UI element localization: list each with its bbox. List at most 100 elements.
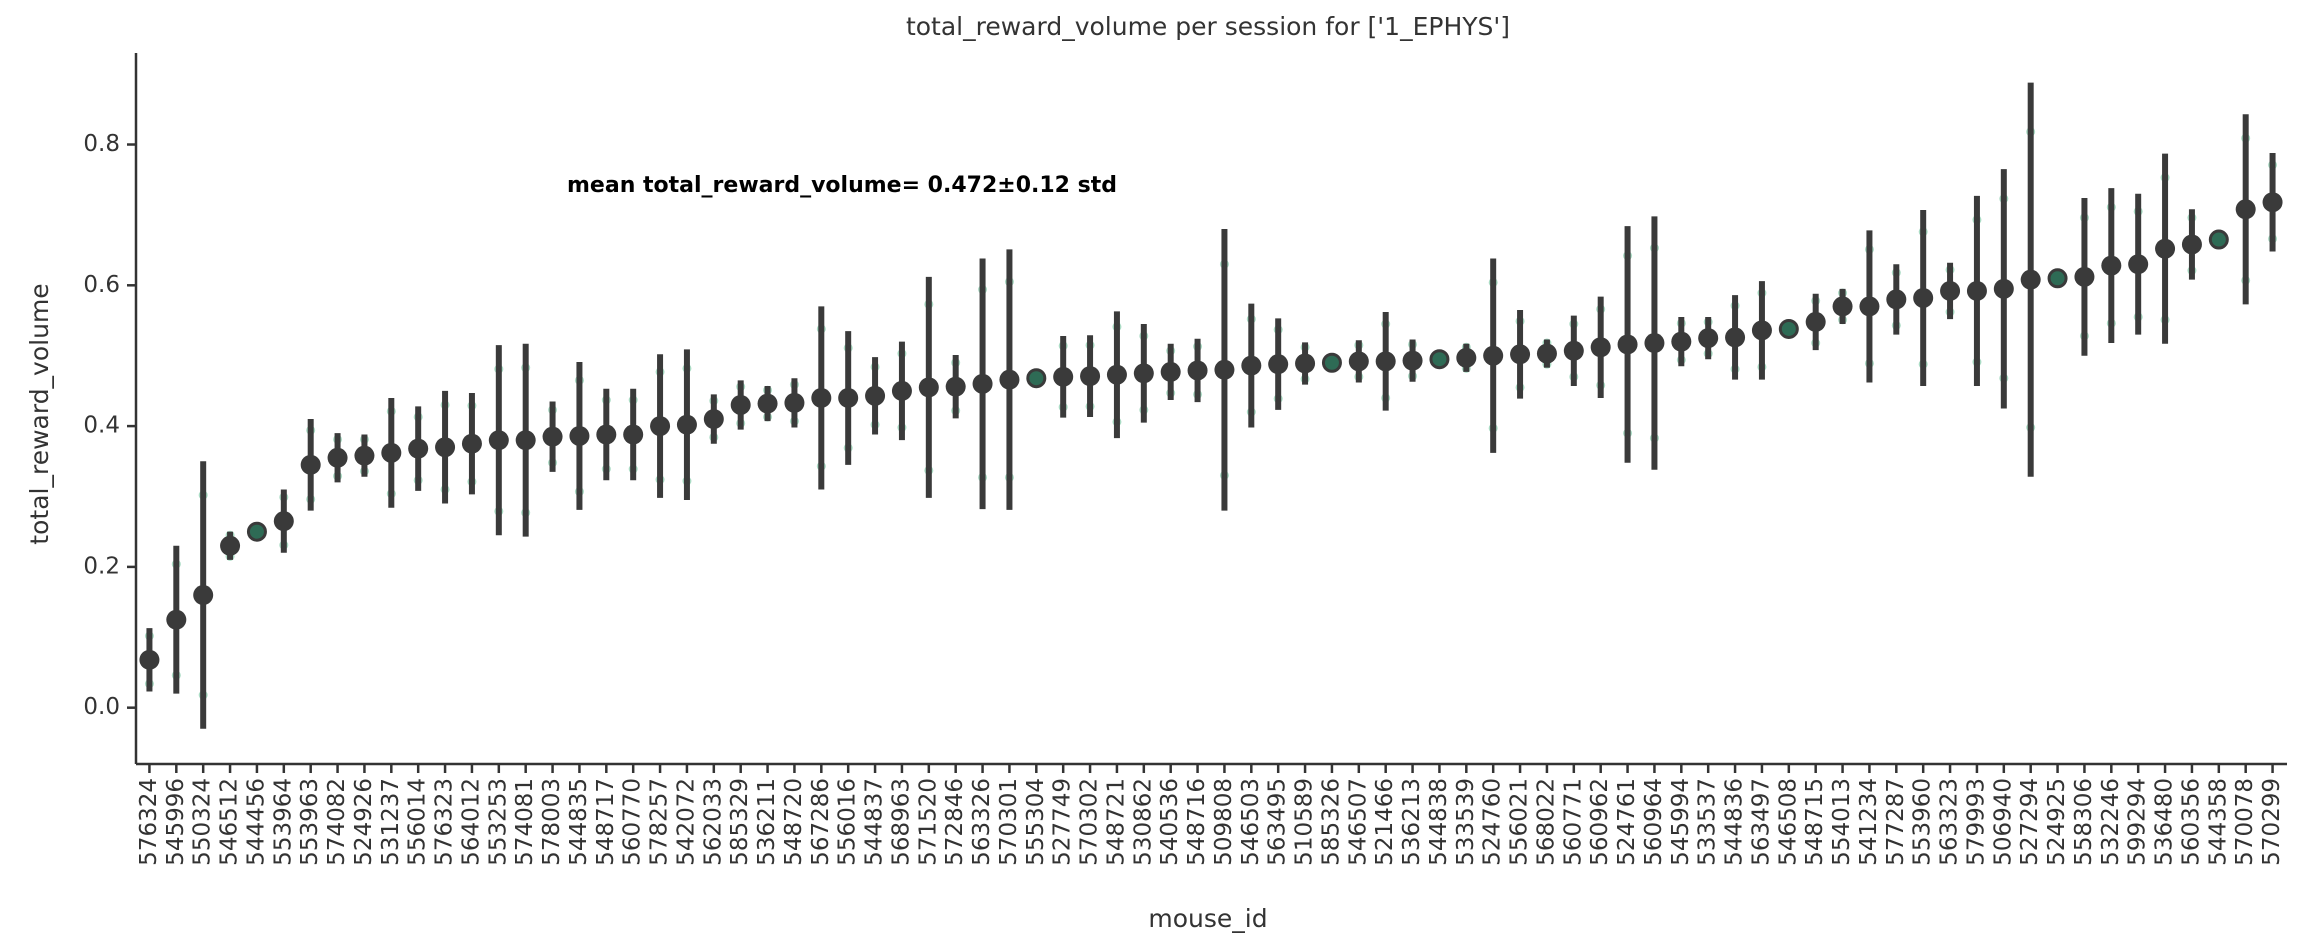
x-tick-label: 576323 xyxy=(432,778,458,866)
x-tick-label: 530862 xyxy=(1130,778,1156,866)
x-tick-label: 568963 xyxy=(888,778,914,866)
mean-point xyxy=(1778,318,1799,339)
mean-point xyxy=(623,424,644,445)
x-tick-label: 570078 xyxy=(2232,778,2258,866)
mean-point xyxy=(757,393,778,414)
x-tick-label: 563497 xyxy=(1748,778,1774,866)
x-tick-label: 536213 xyxy=(1399,778,1425,866)
x-tick-label: 556014 xyxy=(405,778,431,866)
x-tick-label: 544456 xyxy=(243,778,269,866)
x-tick-label: 544837 xyxy=(862,778,888,866)
y-tick-label: 0.0 xyxy=(83,694,120,720)
mean-point xyxy=(999,369,1020,390)
x-tick-label: 524761 xyxy=(1614,778,1640,866)
x-tick-label: 560964 xyxy=(1641,778,1667,866)
x-axis-label: mouse_id xyxy=(1148,904,1267,933)
y-tick-label: 0.6 xyxy=(83,272,120,298)
x-tick-label: 544836 xyxy=(1722,778,1748,866)
x-tick-label: 578257 xyxy=(647,778,673,866)
x-tick-label: 577287 xyxy=(1883,778,1909,866)
mean-point xyxy=(1563,340,1584,361)
mean-point xyxy=(1187,360,1208,381)
x-tick-label: 563323 xyxy=(1937,778,1963,866)
mean-point xyxy=(838,387,859,408)
x-tick-label: 546507 xyxy=(1345,778,1371,866)
x-tick-label: 548716 xyxy=(1184,778,1210,866)
mean-point xyxy=(918,377,939,398)
x-tick-label: 560356 xyxy=(2178,778,2204,866)
mean-point xyxy=(1966,280,1987,301)
mean-point xyxy=(542,426,563,447)
mean-point xyxy=(1106,364,1127,385)
x-tick-label: 571520 xyxy=(915,778,941,866)
mean-point xyxy=(1536,343,1557,364)
mean-point xyxy=(1644,333,1665,354)
y-tick-label: 0.4 xyxy=(83,413,120,439)
x-tick-label: 564012 xyxy=(458,778,484,866)
x-tick-label: 536480 xyxy=(2152,778,2178,866)
x-tick-label: 553960 xyxy=(1910,778,1936,866)
mean-point xyxy=(1080,366,1101,387)
mean-point xyxy=(891,380,912,401)
mean-point xyxy=(246,521,267,542)
mean-point xyxy=(1510,344,1531,365)
x-tick-label: 560771 xyxy=(1560,778,1586,866)
x-tick-label: 544838 xyxy=(1426,778,1452,866)
x-tick-label: 545994 xyxy=(1668,778,1694,866)
x-tick-label: 548720 xyxy=(781,778,807,866)
x-tick-label: 556021 xyxy=(1507,778,1533,866)
x-tick-label: 574082 xyxy=(324,778,350,866)
mean-point xyxy=(1832,296,1853,317)
mean-point xyxy=(650,416,671,437)
mean-point xyxy=(1375,351,1396,372)
mean-point xyxy=(1913,287,1934,308)
x-tick-label: 546508 xyxy=(1775,778,1801,866)
x-tick-label: 553253 xyxy=(485,778,511,866)
x-tick-label: 563495 xyxy=(1265,778,1291,866)
mean-point xyxy=(1321,352,1342,373)
x-tick-label: 510589 xyxy=(1292,778,1318,866)
x-tick-label: 527749 xyxy=(1050,778,1076,866)
mean-point xyxy=(1160,361,1181,382)
mean-point xyxy=(515,430,536,451)
mean-point xyxy=(1429,349,1450,370)
annotation: mean total_reward_volume= 0.472±0.12 std xyxy=(567,173,1117,198)
mean-point xyxy=(1053,366,1074,387)
x-tick-label: 578003 xyxy=(539,778,565,866)
mean-point xyxy=(2020,269,2041,290)
mean-point xyxy=(1026,368,1047,389)
x-tick-label: 570299 xyxy=(2259,778,2285,866)
mean-point xyxy=(1993,278,2014,299)
mean-point xyxy=(2235,199,2256,220)
x-tick-label: 562033 xyxy=(700,778,726,866)
mean-point xyxy=(676,414,697,435)
mean-point xyxy=(1859,296,1880,317)
mean-point xyxy=(1725,327,1746,348)
x-tick-label: 524925 xyxy=(2044,778,2070,866)
mean-point xyxy=(2208,229,2229,250)
x-tick-label: 585326 xyxy=(1318,778,1344,866)
x-tick-label: 567286 xyxy=(808,778,834,866)
x-tick-label: 509808 xyxy=(1211,778,1237,866)
x-tick-label: 545996 xyxy=(163,778,189,866)
mean-point xyxy=(2047,268,2068,289)
mean-point xyxy=(2262,192,2283,213)
mean-point xyxy=(811,387,832,408)
x-tick-label: 599294 xyxy=(2125,778,2151,866)
x-tick-label: 540536 xyxy=(1157,778,1183,866)
x-tick-label: 546503 xyxy=(1238,778,1264,866)
x-tick-label: 555304 xyxy=(1023,778,1049,866)
x-tick-label: 536211 xyxy=(754,778,780,866)
x-tick-label: 533537 xyxy=(1695,778,1721,866)
x-tick-label: 553964 xyxy=(270,778,296,866)
mean-point xyxy=(2181,234,2202,255)
mean-point xyxy=(354,445,375,466)
mean-point xyxy=(1671,331,1692,352)
mean-point xyxy=(2101,255,2122,276)
x-tick-label: 560770 xyxy=(620,778,646,866)
mean-point xyxy=(2074,266,2095,287)
mean-point xyxy=(1402,350,1423,371)
x-tick-label: 548721 xyxy=(1103,778,1129,866)
y-tick-label: 0.2 xyxy=(83,553,120,579)
